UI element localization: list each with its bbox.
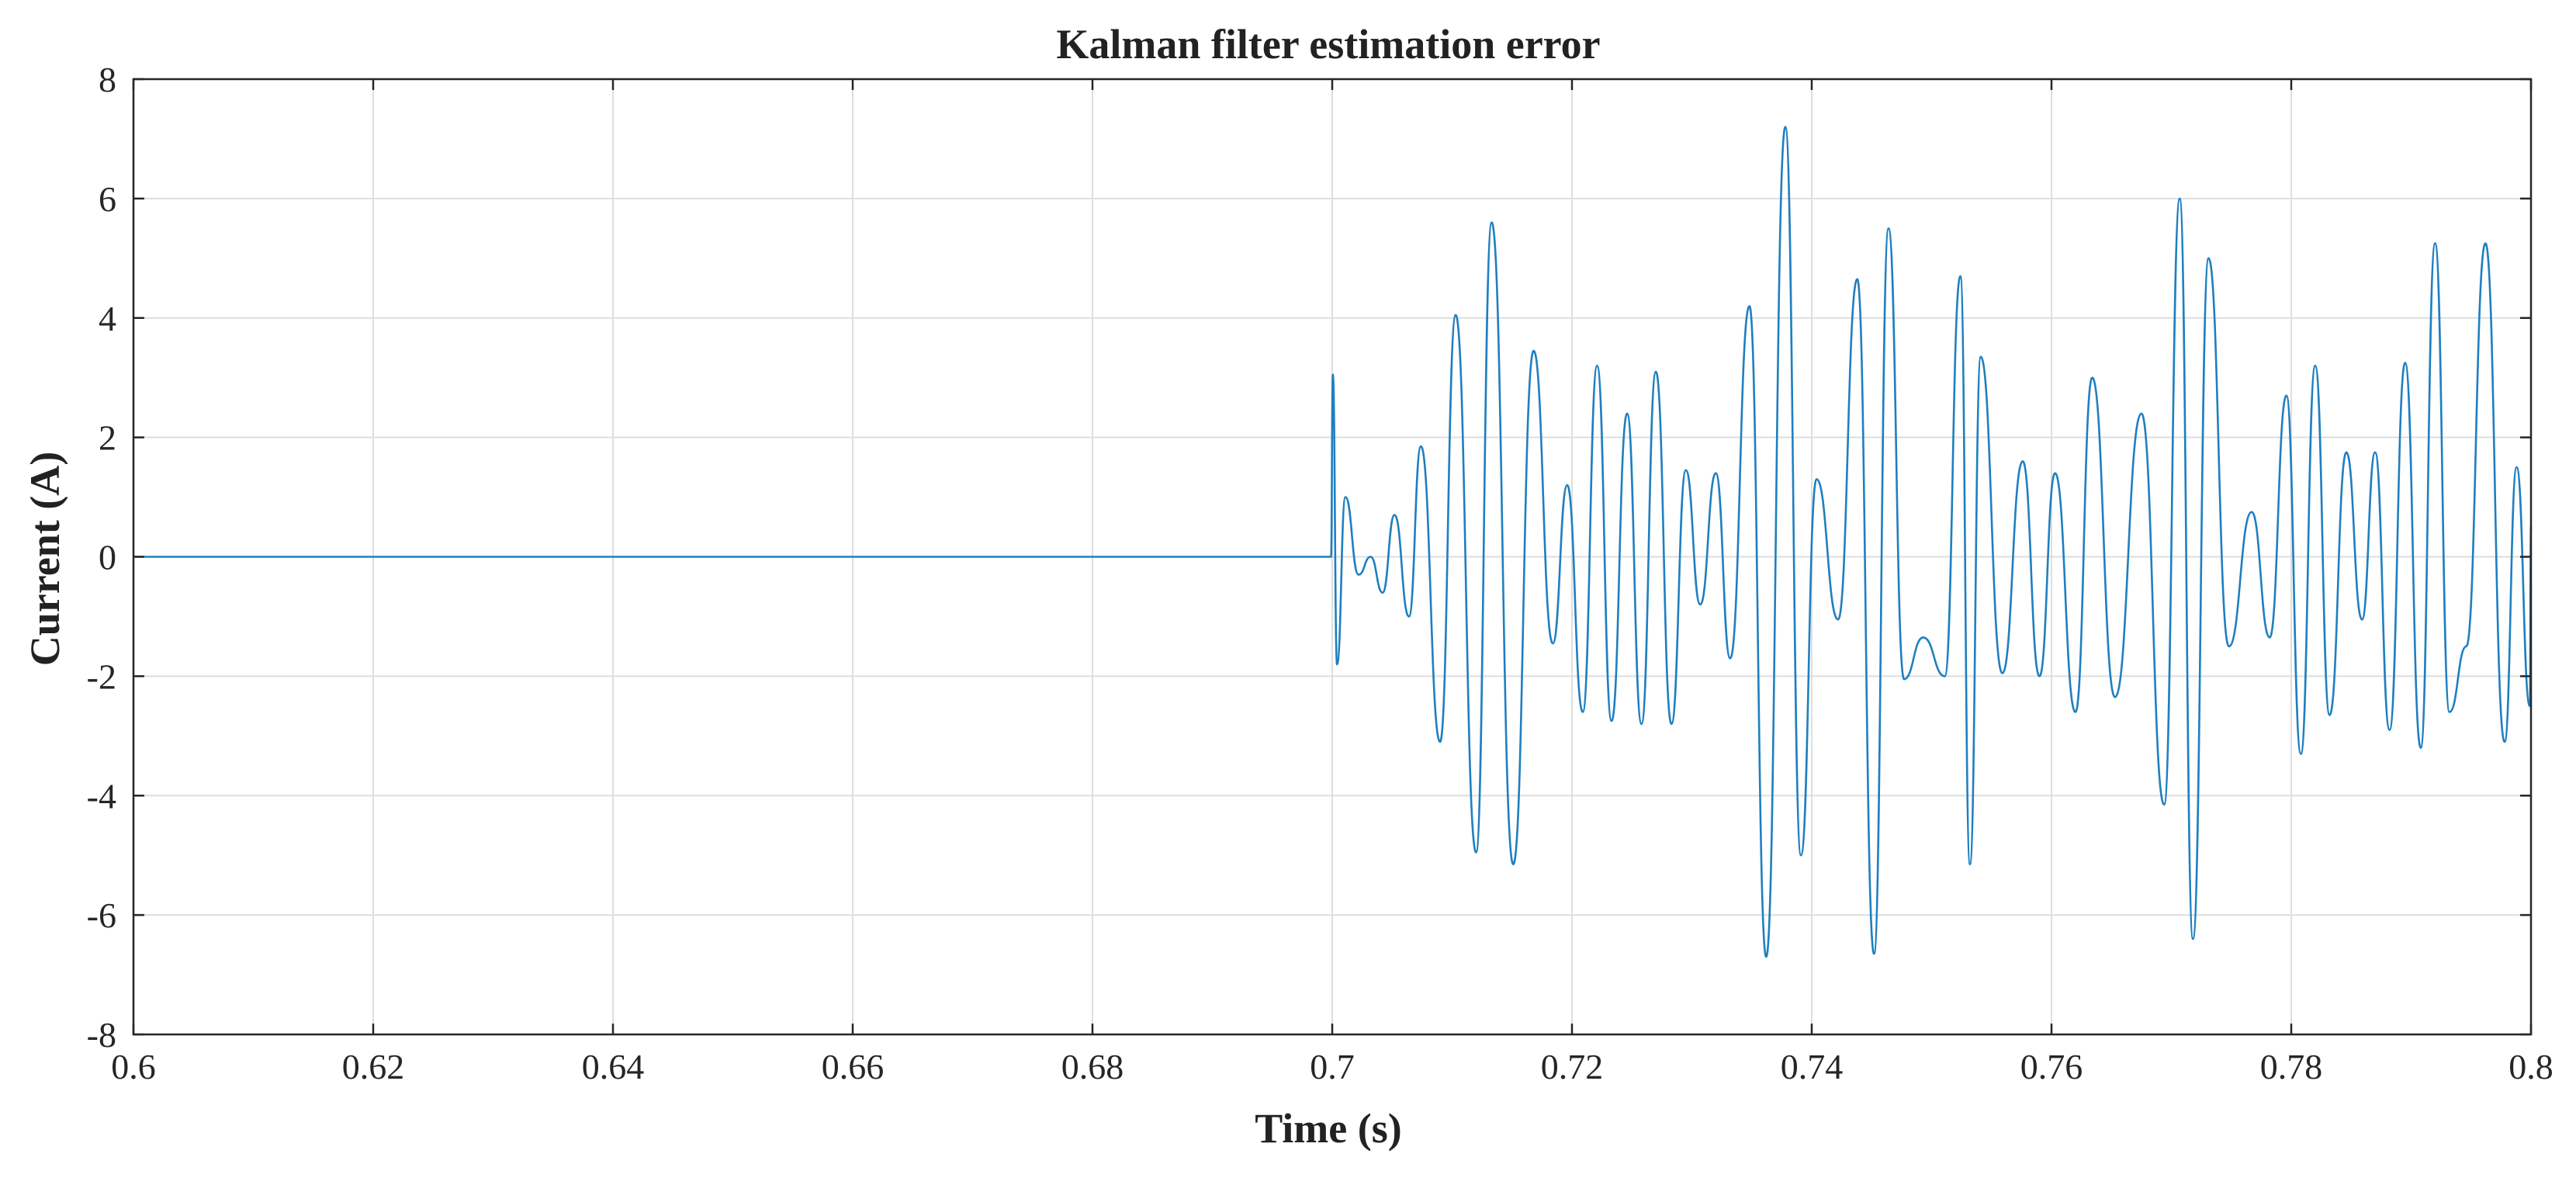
plot-area [133,126,2533,958]
y-tick-label: 6 [99,179,116,219]
x-tick-label: 0.78 [2260,1047,2323,1086]
y-tick-label: 4 [99,299,116,338]
y-tick-label: -8 [87,1015,116,1055]
y-tick-label: 0 [99,538,116,577]
x-tick-label: 0.76 [2020,1047,2083,1086]
x-tick-label: 0.66 [822,1047,885,1086]
y-tick-label: 2 [99,418,116,458]
x-tick-label: 0.62 [342,1047,405,1086]
axis-ticks: 0.6 0.62 0.64 0.66 0.68 0.7 0.72 0.74 0.76 0.78 0.… [87,60,2553,1086]
x-tick-label: 0.68 [1061,1047,1124,1086]
x-tick-label: 0.6 [111,1047,156,1086]
series-line-estimation-error [133,126,2533,958]
y-tick-label: -6 [87,896,116,935]
x-tick-label: 0.7 [1310,1047,1355,1086]
x-tick-label: 0.8 [2508,1047,2553,1086]
x-tick-label: 0.72 [1541,1047,1604,1086]
y-axis-label: Current (A) [22,452,68,666]
y-tick-label: 8 [99,60,116,99]
x-tick-label: 0.64 [582,1047,645,1086]
x-tick-label: 0.74 [1781,1047,1844,1086]
y-tick-label: -4 [87,776,116,816]
x-axis-label: Time (s) [1255,1105,1401,1152]
y-tick-label: -2 [87,657,116,696]
chart-title: Kalman filter estimation error [1056,21,1600,68]
